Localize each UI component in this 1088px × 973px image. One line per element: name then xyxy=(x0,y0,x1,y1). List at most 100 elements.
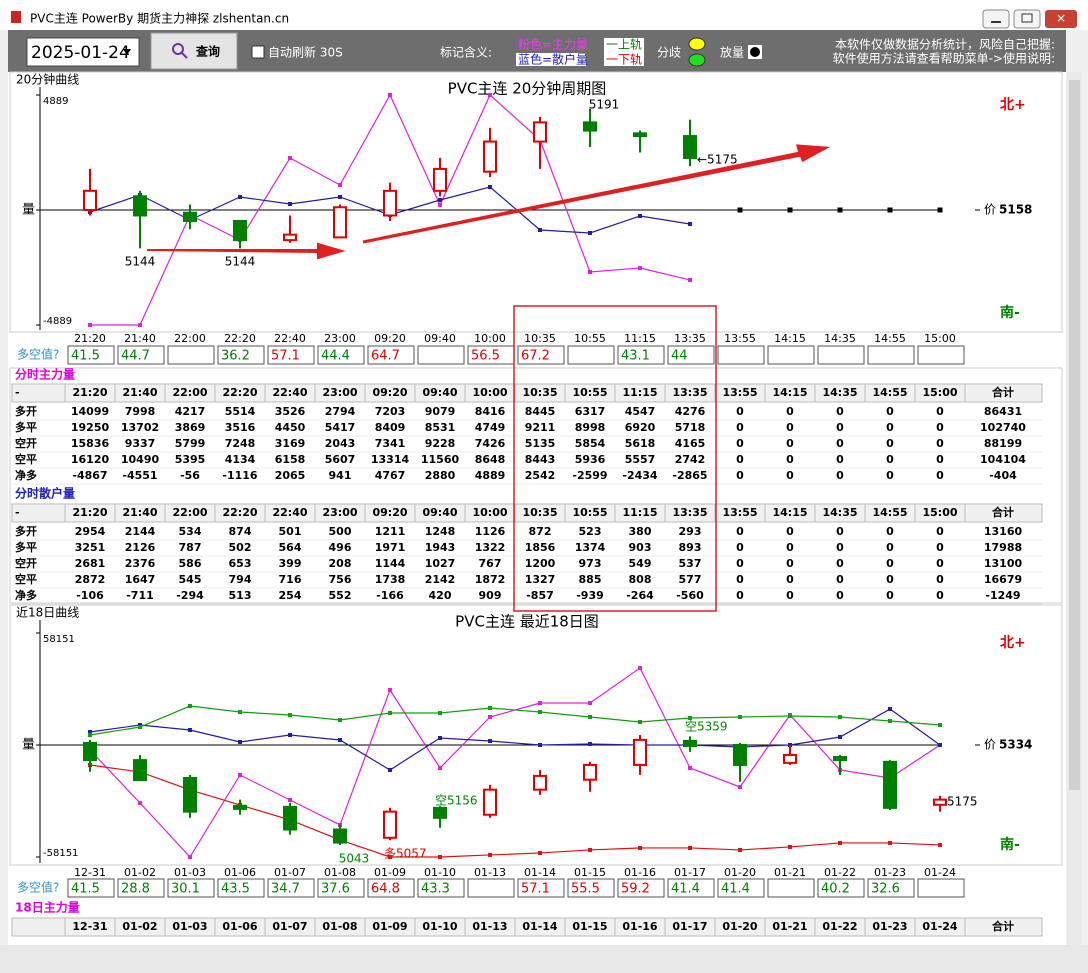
table-cell: 1971 xyxy=(375,541,406,554)
series-point xyxy=(438,202,442,207)
table-cell: 8409 xyxy=(375,421,406,434)
long-short-value: 44 xyxy=(671,349,688,364)
series-point xyxy=(338,194,342,199)
table-cell: 0 xyxy=(786,525,794,538)
y-tick-label: 量 xyxy=(22,203,35,218)
chart-title: PVC主连 20分钟周期图 xyxy=(448,80,607,98)
table-row-label: 空平 xyxy=(15,572,37,586)
long-short-value: 41.5 xyxy=(71,349,100,364)
close-button[interactable] xyxy=(1045,10,1077,28)
table-cell: 0 xyxy=(886,589,894,602)
candle-body xyxy=(583,121,597,132)
x-tick-label: 22:40 xyxy=(274,332,306,345)
table-cell: 6920 xyxy=(625,421,656,434)
table-cell: 4134 xyxy=(225,453,256,466)
table-cell: 941 xyxy=(329,469,352,482)
table-cell: 0 xyxy=(786,541,794,554)
series-point xyxy=(288,202,292,207)
y-tick-label: -58151 xyxy=(43,848,78,859)
table-cell: 2542 xyxy=(525,469,556,482)
table-cell: 653 xyxy=(229,557,252,570)
long-short-box xyxy=(567,878,615,898)
long-short-box xyxy=(367,345,415,365)
maximize-icon xyxy=(1021,13,1033,23)
long-short-value: 36.2 xyxy=(221,349,250,364)
table-cell: 0 xyxy=(786,589,794,602)
series-point xyxy=(888,840,892,845)
series-point xyxy=(638,845,642,850)
long-short-value: 41.5 xyxy=(71,882,100,897)
long-short-value: 34.7 xyxy=(271,882,300,897)
x-tick-label: 13:35 xyxy=(674,332,706,345)
tables-panel xyxy=(9,367,1063,604)
x-tick-label: 01-20 xyxy=(724,866,756,879)
table-cell: -4551 xyxy=(122,469,157,482)
empty-marker xyxy=(837,207,843,213)
table-header-cell: 10:55 xyxy=(572,386,607,399)
table-row-label: 空开 xyxy=(15,556,37,570)
candle-body xyxy=(183,211,197,222)
table-cell: 9211 xyxy=(525,421,556,434)
table-header-cell: 01-21 xyxy=(772,920,807,933)
candle-body xyxy=(533,774,547,791)
table-cell: 3516 xyxy=(225,421,256,434)
table-cell: 0 xyxy=(886,573,894,586)
annotation: ←5175 xyxy=(697,153,738,167)
table-cell: 11560 xyxy=(421,453,460,466)
candle-body xyxy=(283,233,297,242)
table-cell: 0 xyxy=(736,589,744,602)
long-short-value: 67.2 xyxy=(521,349,550,364)
table-cell: 3526 xyxy=(275,405,306,418)
table-cell: 0 xyxy=(936,589,944,602)
table-cell: 0 xyxy=(836,453,844,466)
series-point xyxy=(338,718,342,723)
table-cell: 15836 xyxy=(71,437,110,450)
table-cell: 0 xyxy=(786,453,794,466)
table-cell: -2599 xyxy=(572,469,607,482)
table-cell: -939 xyxy=(576,589,604,602)
table-header-cell: 01-15 xyxy=(572,920,607,933)
table-cell: 0 xyxy=(936,541,944,554)
x-tick-label: 01-23 xyxy=(874,866,906,879)
table-cell: 0 xyxy=(936,573,944,586)
auto-refresh-checkbox[interactable] xyxy=(251,45,265,59)
series-point xyxy=(288,713,292,718)
long-short-box xyxy=(867,345,915,365)
query-button[interactable] xyxy=(150,32,238,70)
maximize-button[interactable] xyxy=(1013,9,1041,29)
long-short-box xyxy=(567,345,615,365)
annotation: 5191 xyxy=(589,98,620,112)
table-cell: 513 xyxy=(229,589,252,602)
x-tick-label: 01-21 xyxy=(774,866,806,879)
table-cell: 0 xyxy=(736,525,744,538)
series-point xyxy=(838,735,842,740)
series-point xyxy=(238,740,242,745)
annotation: 空5156 xyxy=(435,794,478,808)
date-value: 2025-01-24 xyxy=(31,43,130,63)
table-cell: 5417 xyxy=(325,421,356,434)
table-cell: 545 xyxy=(179,573,202,586)
long-short-value: 55.5 xyxy=(571,882,600,897)
scrollbar-thumb[interactable] xyxy=(1069,80,1080,790)
candle-body xyxy=(583,763,597,781)
candle-body xyxy=(83,741,97,762)
candle-body xyxy=(633,738,647,766)
table-cell: 5936 xyxy=(575,453,606,466)
x-tick-label: 14:55 xyxy=(874,332,906,345)
series-point xyxy=(388,93,392,97)
long-short-box xyxy=(317,878,365,898)
trend-arrow xyxy=(362,144,831,244)
candle-body xyxy=(483,788,497,816)
x-tick-label: 12-31 xyxy=(74,866,106,879)
table-title: 18日主力量 xyxy=(15,900,80,915)
minimize-button[interactable] xyxy=(982,9,1010,29)
y2-axis-label: 价 xyxy=(984,203,996,217)
annotation: 5144 xyxy=(125,255,156,269)
table-cell: 4276 xyxy=(675,405,706,418)
date-picker[interactable] xyxy=(26,37,140,67)
table-cell: 5514 xyxy=(225,405,256,418)
long-short-box xyxy=(717,345,765,365)
table-cell: 2681 xyxy=(75,557,106,570)
x-tick-label: 01-10 xyxy=(424,866,456,879)
candle-body xyxy=(133,195,147,217)
